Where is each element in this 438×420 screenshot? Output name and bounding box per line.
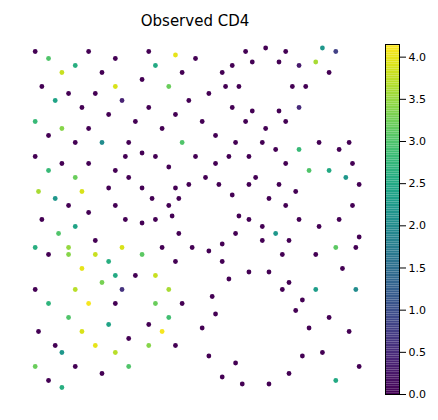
svg-text:0.0: 0.0 (409, 388, 427, 401)
svg-text:2.5: 2.5 (409, 177, 427, 190)
svg-text:4.0: 4.0 (409, 51, 427, 64)
svg-text:0.5: 0.5 (409, 346, 427, 359)
html-text:Observed CD4: Observed CD4 (140, 12, 250, 30)
svg-text:3.0: 3.0 (409, 135, 427, 148)
svg-text:1.5: 1.5 (409, 262, 427, 275)
svg-text:1.0: 1.0 (409, 304, 427, 317)
svg-text:3.5: 3.5 (409, 93, 427, 106)
svg-text:2.0: 2.0 (409, 219, 427, 232)
